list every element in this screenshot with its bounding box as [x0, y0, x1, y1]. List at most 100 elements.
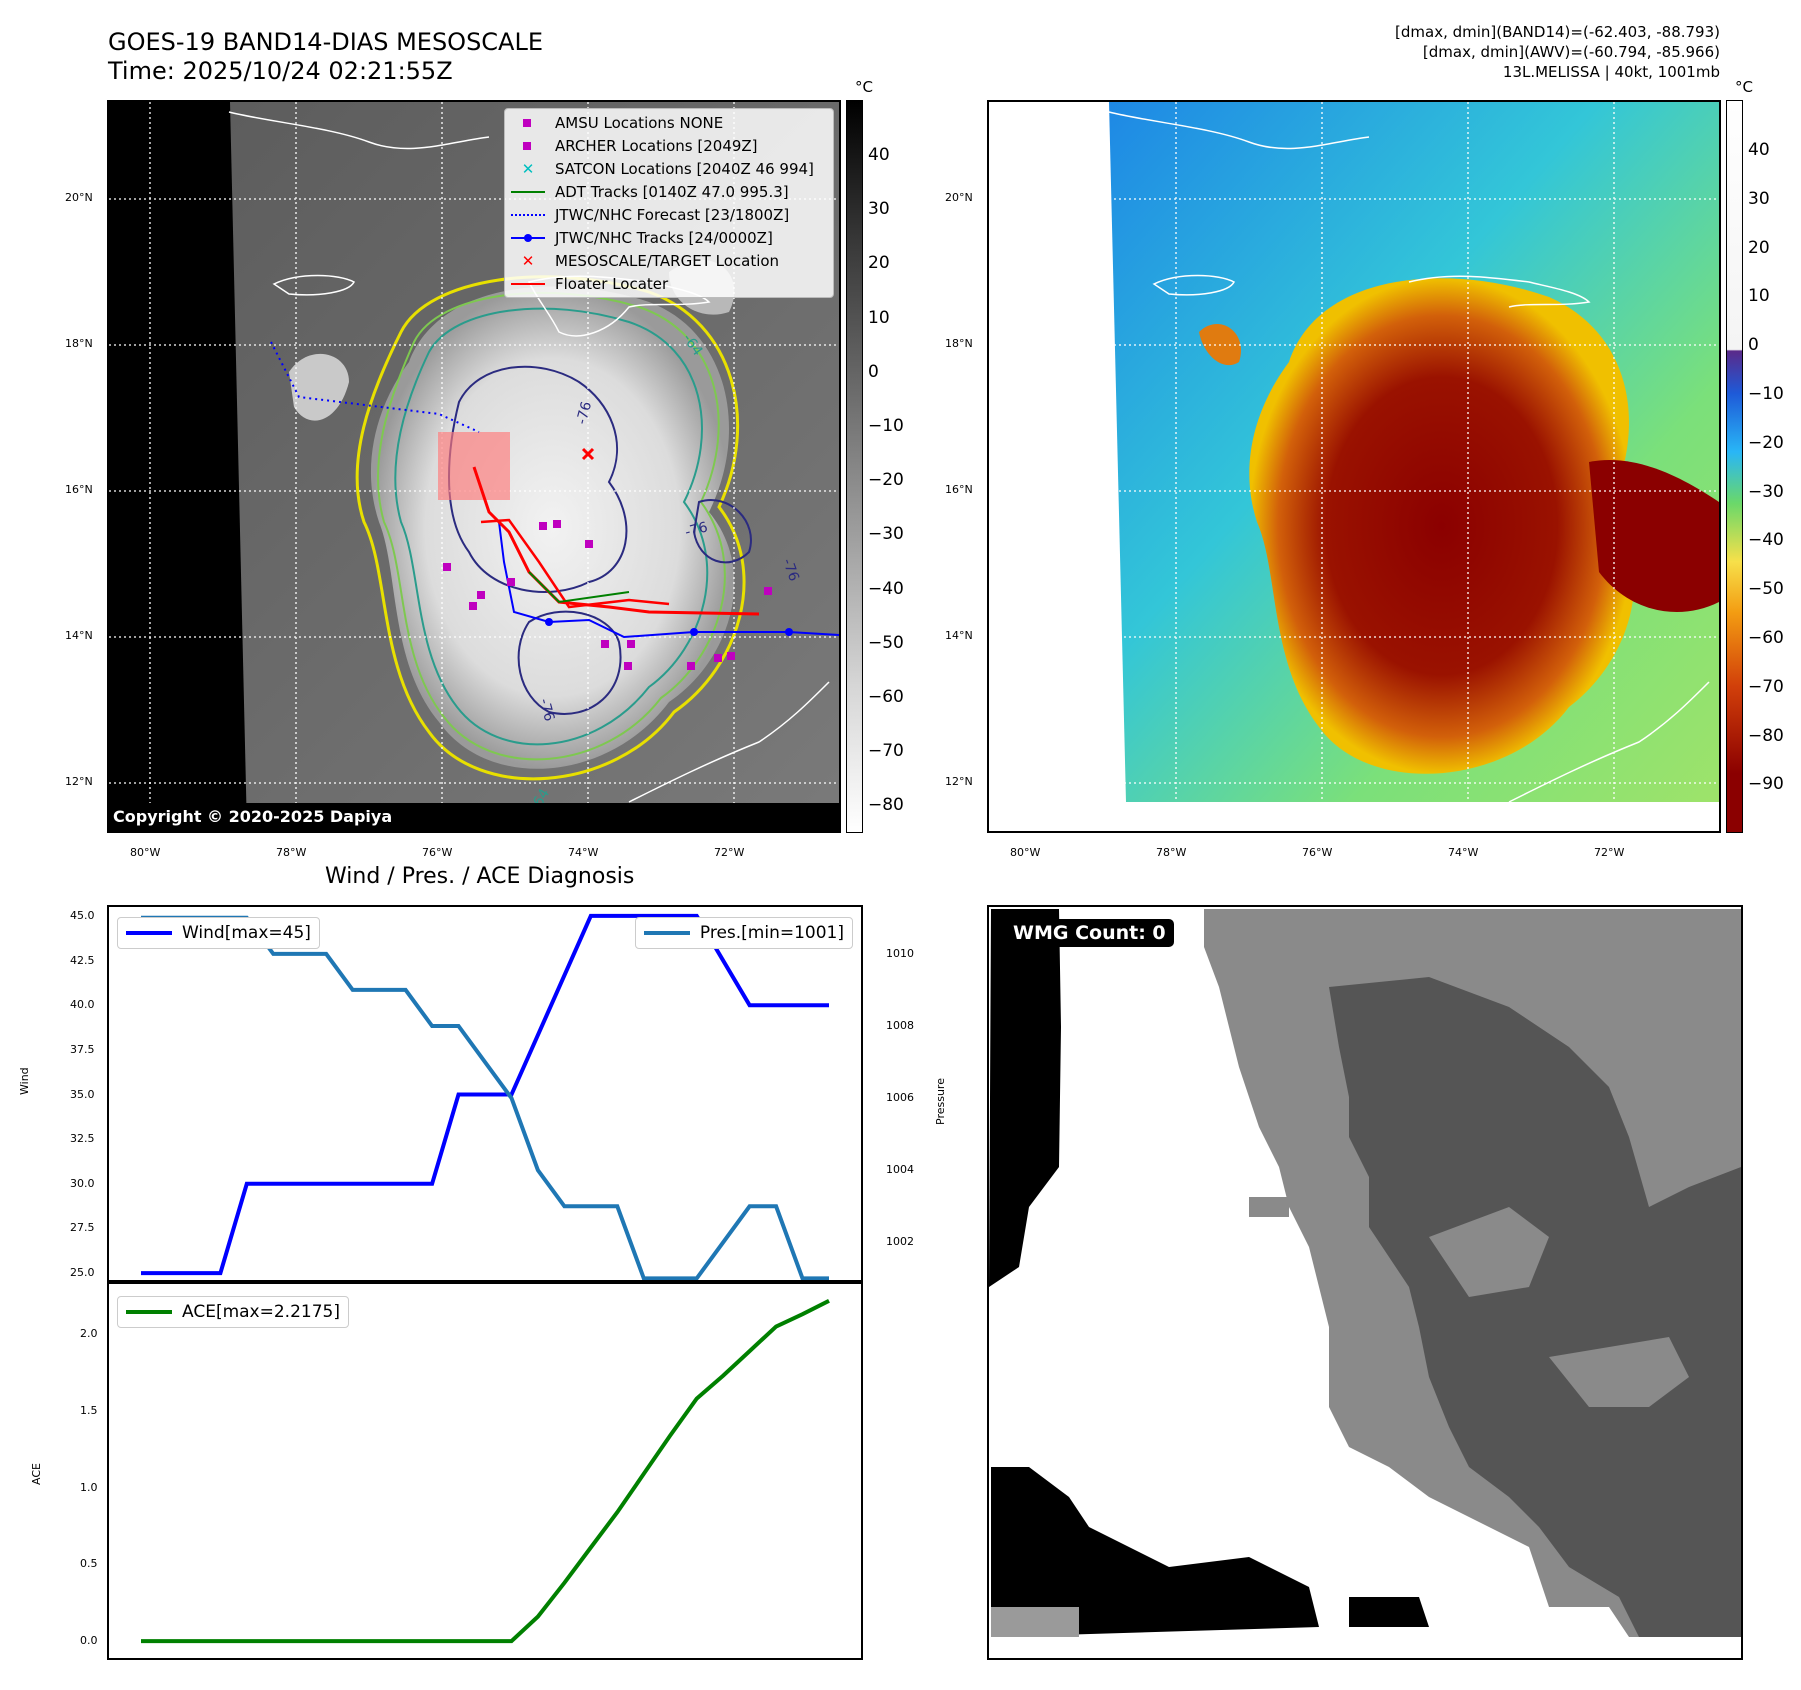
pressure-legend-label: Pres.[min=1001]	[699, 923, 844, 943]
awv-colorbar-tick: 10	[1748, 286, 1770, 307]
wind-series-line	[141, 913, 829, 1276]
square-marker-icon	[511, 137, 545, 155]
lat-tick-label: 18°N	[945, 337, 973, 350]
ir-colorbar-tick: 20	[868, 253, 890, 274]
lon-tick-label: 80°W	[1010, 846, 1041, 859]
pressure-axis-label: Pressure	[934, 1078, 947, 1125]
lon-tick-label: 78°W	[1156, 846, 1187, 859]
awv-colorbar-tick: −90	[1748, 774, 1784, 795]
panel-title-line1: GOES-19 BAND14-DIAS MESOSCALE	[108, 28, 544, 56]
wind-legend: Wind[max=45]	[117, 917, 320, 949]
ace-tick-label: 2.0	[80, 1327, 98, 1341]
lon-tick-label: 78°W	[276, 846, 307, 859]
wind-tick-label: 32.5	[70, 1132, 95, 1146]
awv-colorbar-unit: °C	[1735, 78, 1753, 96]
ir-colorbar-tick: −60	[868, 687, 904, 707]
ir-colorbar-tick: 10	[868, 307, 890, 328]
square-marker-icon	[511, 114, 545, 132]
legend-label: ADT Tracks [0140Z 47.0 995.3]	[555, 182, 789, 201]
legend-label: MESOSCALE/TARGET Location	[555, 251, 780, 270]
wind-line-icon	[126, 931, 172, 935]
legend-label: SATCON Locations [2040Z 46 994]	[555, 159, 814, 178]
copyright-bar: Copyright © 2020-2025 Dapiya	[109, 803, 839, 831]
awv-colorbar-tick: 30	[1748, 188, 1770, 209]
wmg-count-badge: WMG Count: 0	[1005, 919, 1174, 947]
line-dot-icon	[511, 229, 545, 247]
legend-entry: JTWC/NHC Tracks [24/0000Z]	[505, 226, 833, 249]
lat-tick-label: 14°N	[945, 629, 973, 642]
awv-map-panel	[987, 100, 1721, 833]
pressure-tick-label: 1010	[886, 946, 914, 960]
diagnosis-title: Wind / Pres. / ACE Diagnosis	[325, 864, 635, 889]
pressure-legend: Pres.[min=1001]	[634, 917, 853, 949]
awv-colorbar-tick: −80	[1748, 725, 1784, 746]
lon-tick-label: 76°W	[422, 846, 453, 859]
awv-map-image	[989, 102, 1719, 831]
ace-plot: ACE[max=2.2175]	[107, 1280, 863, 1660]
awv-colorbar-tick: −30	[1748, 481, 1784, 502]
legend-entry: ADT Tracks [0140Z 47.0 995.3]	[505, 180, 833, 203]
info-line2: [dmax, dmin](AWV)=(-60.794, -85.966)	[1422, 43, 1720, 61]
pressure-tick-label: 1008	[886, 1018, 914, 1032]
legend-entry: JTWC/NHC Forecast [23/1800Z]	[505, 203, 833, 226]
pressure-series-line	[141, 915, 829, 1281]
legend-label: Floater Locater	[555, 274, 669, 293]
wind-pressure-svg	[141, 913, 829, 1281]
lon-tick-label: 72°W	[1594, 846, 1625, 859]
ir-colorbar-tick: −50	[868, 632, 904, 653]
ace-axis-label: ACE	[30, 1463, 43, 1485]
info-line3: 13L.MELISSA | 40kt, 1001mb	[1502, 63, 1720, 81]
wind-tick-label: 40.0	[70, 998, 95, 1012]
ir-colorbar-tick: −30	[868, 524, 904, 545]
line-marker-icon	[511, 275, 545, 293]
pressure-tick-label: 1006	[886, 1091, 914, 1105]
ace-line-icon	[126, 1310, 172, 1314]
ir-colorbar-tick: −20	[868, 470, 904, 491]
lon-tick-label: 72°W	[714, 846, 745, 859]
ace-tick-label: 1.5	[80, 1403, 98, 1417]
lon-tick-label: 74°W	[568, 846, 599, 859]
wind-tick-label: 45.0	[70, 908, 95, 922]
wind-tick-label: 37.5	[70, 1042, 95, 1056]
wind-tick-label: 30.0	[70, 1176, 95, 1190]
wmg-panel: WMG Count: 0	[987, 905, 1743, 1660]
ir-colorbar-unit: °C	[855, 78, 873, 96]
wind-legend-label: Wind[max=45]	[182, 923, 311, 943]
legend-entry: AMSU Locations NONE	[505, 111, 833, 134]
ir-colorbar-tick: 40	[868, 145, 890, 165]
lat-tick-label: 14°N	[65, 629, 93, 642]
legend-label: JTWC/NHC Tracks [24/0000Z]	[555, 228, 773, 247]
ace-legend-label: ACE[max=2.2175]	[182, 1302, 340, 1322]
ace-svg	[141, 1299, 830, 1644]
wind-tick-label: 25.0	[70, 1266, 95, 1280]
legend-label: AMSU Locations NONE	[555, 113, 724, 132]
x-marker-icon: ✕	[521, 251, 535, 270]
lat-tick-label: 20°N	[65, 191, 93, 204]
awv-colorbar-tick: −70	[1748, 676, 1784, 697]
legend-entry: ✕ SATCON Locations [2040Z 46 994]	[505, 157, 833, 180]
lat-tick-label: 12°N	[65, 775, 93, 788]
ace-tick-label: 0.0	[80, 1634, 98, 1648]
ir-colorbar-tick: −40	[868, 578, 904, 599]
ir-map-panel: -76 -64 -76 -76 -76 -64 AMSU Locations N…	[107, 100, 841, 833]
ir-colorbar-tick: −10	[868, 416, 904, 436]
awv-colorbar-tick: 20	[1748, 237, 1770, 258]
wind-tick-label: 35.0	[70, 1087, 95, 1101]
awv-colorbar-tick: −20	[1748, 432, 1784, 453]
ir-colorbar-tick: −70	[868, 741, 904, 762]
ir-colorbar	[846, 100, 863, 833]
wind-tick-label: 42.5	[70, 953, 95, 967]
ir-colorbar-tick: −80	[868, 795, 904, 816]
awv-colorbar-tick: 40	[1748, 140, 1770, 160]
ace-tick-label: 1.0	[80, 1480, 98, 1494]
ace-series-line	[141, 1299, 830, 1644]
map-legend: AMSU Locations NONE ARCHER Locations [20…	[504, 108, 834, 298]
info-line1: [dmax, dmin](BAND14)=(-62.403, -88.793)	[1395, 23, 1720, 41]
pressure-line-icon	[643, 931, 690, 935]
lon-tick-label: 80°W	[130, 846, 161, 859]
legend-entry: ARCHER Locations [2049Z]	[505, 134, 833, 157]
wmg-image	[989, 909, 1741, 1637]
legend-entry: ✕ MESOSCALE/TARGET Location	[505, 249, 833, 272]
lon-tick-label: 74°W	[1448, 846, 1479, 859]
line-marker-icon	[511, 183, 545, 201]
